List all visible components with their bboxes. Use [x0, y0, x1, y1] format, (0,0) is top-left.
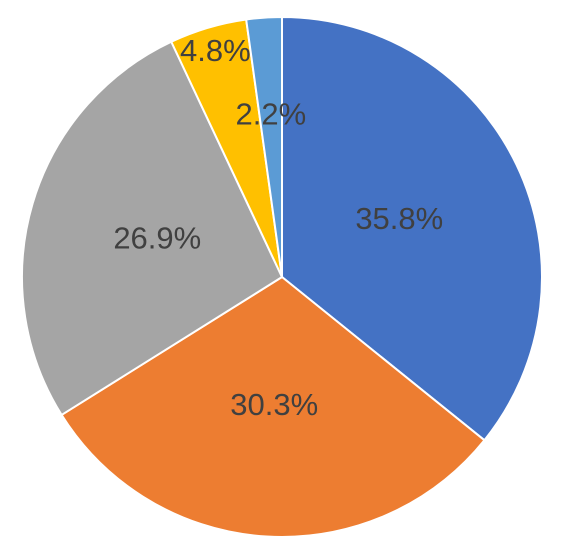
- pie-slice: [281, 15, 543, 442]
- data-label: 30.3%: [230, 387, 318, 422]
- pie-slice: [245, 15, 283, 278]
- data-label: 26.9%: [113, 221, 201, 256]
- data-label: 35.8%: [355, 201, 443, 236]
- pie-slice: [21, 40, 284, 417]
- data-label: 2.2%: [236, 96, 307, 131]
- data-label: 4.8%: [180, 33, 251, 68]
- pie-slice: [60, 275, 486, 538]
